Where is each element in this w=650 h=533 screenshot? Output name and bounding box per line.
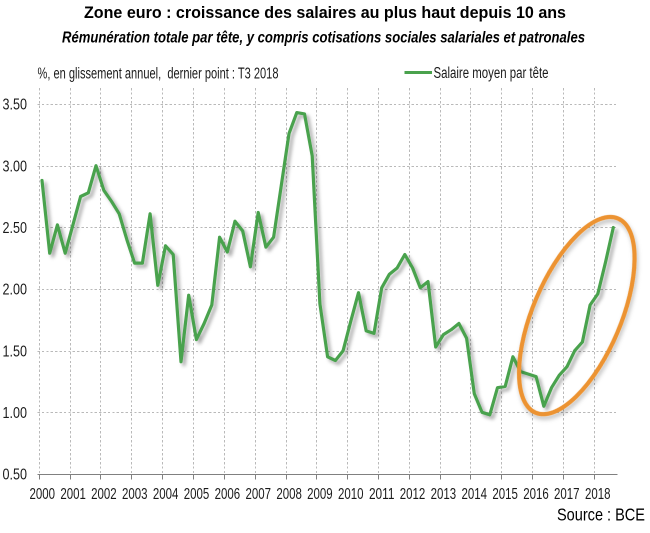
svg-text:Zone euro : croissance des sal: Zone euro : croissance des salaires au p… [84,4,566,22]
svg-text:2014: 2014 [461,486,487,503]
svg-text:Rémunération totale par tête,: Rémunération totale par tête, y compris … [62,30,585,47]
svg-text:3.50: 3.50 [3,97,28,114]
svg-text:2003: 2003 [122,486,148,503]
svg-text:2004: 2004 [153,486,179,503]
svg-text:2016: 2016 [523,486,549,503]
svg-text:2009: 2009 [307,486,333,503]
svg-text:Salaire moyen par tête: Salaire moyen par tête [434,65,549,82]
svg-text:2013: 2013 [431,486,457,503]
svg-text:2010: 2010 [338,486,364,503]
svg-text:2005: 2005 [184,486,210,503]
svg-text:Source : BCE: Source : BCE [557,505,645,525]
svg-text:2002: 2002 [91,486,117,503]
svg-text:2015: 2015 [492,486,518,503]
svg-text:2.50: 2.50 [3,220,28,237]
svg-text:1.50: 1.50 [3,343,28,360]
svg-text:2017: 2017 [554,486,580,503]
svg-text:2006: 2006 [215,486,241,503]
svg-text:0.50: 0.50 [3,467,28,484]
svg-text:2001: 2001 [60,486,86,503]
svg-text:2000: 2000 [29,486,55,503]
svg-text:2.00: 2.00 [3,282,28,299]
svg-text:1.00: 1.00 [3,405,28,422]
svg-text:2011: 2011 [369,486,395,503]
svg-text:%, en glissement annuel, dern: %, en glissement annuel, dernier point :… [38,66,279,83]
svg-text:2007: 2007 [245,486,271,503]
svg-text:3.00: 3.00 [3,158,28,175]
svg-text:2012: 2012 [400,486,426,503]
svg-text:2008: 2008 [276,486,302,503]
svg-text:2018: 2018 [585,486,611,503]
